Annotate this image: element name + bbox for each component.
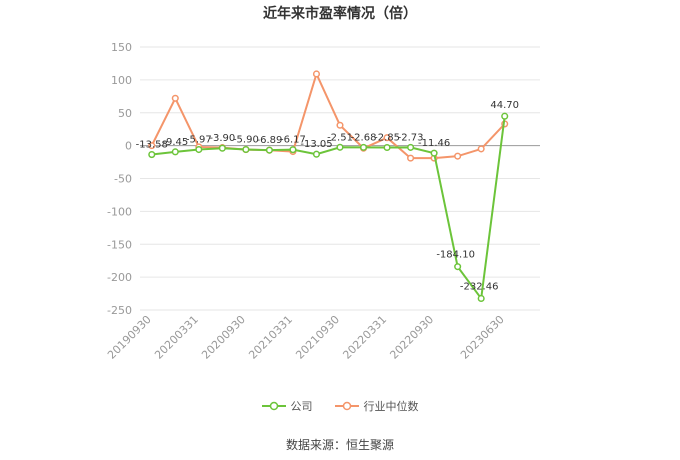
data-point-company — [383, 143, 391, 152]
legend-marker-icon — [261, 401, 286, 411]
data-point-industry-median — [407, 154, 415, 162]
data-label: -2.51 — [327, 132, 353, 143]
y-tick-label: -200 — [107, 271, 132, 284]
x-tick-label: 20210930 — [293, 313, 342, 362]
data-point-company — [336, 143, 344, 151]
data-label: -13.58 — [136, 140, 168, 151]
data-point-company — [171, 148, 179, 156]
data-label: -13.05 — [300, 139, 332, 150]
data-label: 44.70 — [490, 100, 519, 111]
legend-item-industry-median[interactable]: 行业中位数 — [334, 398, 419, 414]
data-point-company — [359, 143, 368, 151]
line-chart: 150100500-50-100-150-200-250201909302020… — [105, 41, 540, 362]
y-tick-label: 100 — [111, 74, 132, 87]
data-point-company — [430, 149, 438, 157]
data-point-company — [407, 143, 415, 151]
x-tick-label: 20220331 — [340, 313, 389, 362]
y-tick-label: -150 — [107, 238, 132, 251]
data-point-company — [312, 150, 321, 158]
data-point-company — [265, 146, 273, 154]
x-tick-label: 20230630 — [458, 313, 507, 362]
data-label: -11.46 — [418, 138, 450, 149]
y-tick-label: 50 — [118, 107, 132, 120]
data-point-industry-median — [454, 152, 462, 160]
data-point-company — [289, 146, 297, 154]
data-point-industry-median — [312, 70, 321, 78]
data-point-company — [242, 145, 250, 154]
data-point-industry-median — [336, 121, 344, 129]
legend: 公司 行业中位数 — [0, 398, 680, 414]
data-point-company — [148, 151, 156, 159]
data-label: -184.10 — [436, 250, 475, 261]
data-point-company — [218, 144, 226, 152]
data-point-industry-median — [171, 94, 179, 102]
data-label: -3.90 — [209, 133, 235, 144]
legend-item-company[interactable]: 公司 — [261, 398, 313, 414]
legend-label: 公司 — [290, 400, 313, 413]
x-tick-label: 20200930 — [199, 313, 248, 362]
data-label: -5.90 — [233, 135, 259, 146]
data-label: -2.68 — [351, 132, 377, 143]
y-tick-label: -250 — [107, 304, 132, 317]
x-tick-label: 20190930 — [105, 313, 154, 362]
legend-marker-icon — [334, 401, 359, 411]
data-point-company — [195, 146, 203, 154]
data-label: -2.85 — [374, 132, 400, 143]
y-tick-label: -50 — [114, 173, 132, 186]
data-label: -5.97 — [186, 135, 212, 146]
y-tick-label: -100 — [107, 205, 132, 218]
data-label: -6.17 — [280, 135, 306, 146]
y-tick-label: 0 — [125, 140, 132, 153]
data-point-company — [477, 294, 485, 303]
data-label: -2.73 — [398, 132, 424, 143]
data-point-industry-median — [477, 145, 485, 153]
data-label: -9.45 — [162, 137, 188, 148]
series-line-company — [151, 116, 506, 302]
data-point-company — [454, 263, 462, 271]
chart-title: 近年来市盈率情况（倍） — [263, 6, 417, 22]
series-line-industry-median — [150, 71, 506, 160]
legend-label: 行业中位数 — [363, 400, 419, 413]
x-tick-label: 20220930 — [387, 313, 436, 362]
x-tick-label: 20200331 — [152, 313, 201, 362]
data-source-note: 数据来源：恒生聚源 — [285, 438, 394, 452]
data-label: -232.46 — [460, 281, 499, 292]
y-tick-label: 150 — [111, 41, 132, 54]
data-point-industry-median — [383, 134, 391, 142]
data-point-industry-median — [148, 142, 156, 150]
data-label: -6.89 — [256, 135, 282, 146]
data-point-company — [501, 112, 509, 120]
x-tick-label: 20210331 — [246, 313, 295, 362]
